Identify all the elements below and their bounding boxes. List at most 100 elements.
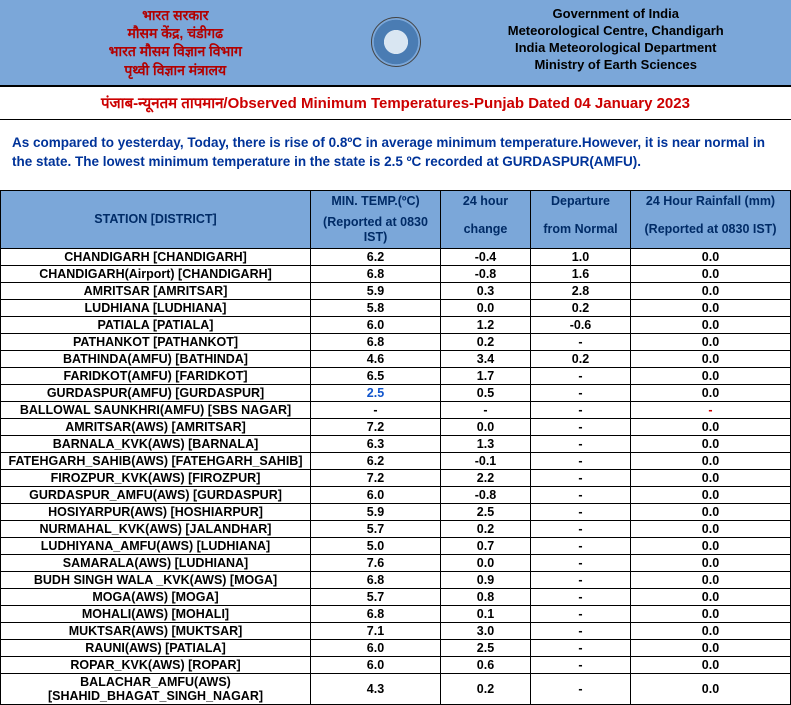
cell-dep: - — [531, 639, 631, 656]
cell-station: PATIALA [PATIALA] — [1, 316, 311, 333]
table-row: MUKTSAR(AWS) [MUKTSAR]7.13.0-0.0 — [1, 622, 791, 639]
cell-min: 6.8 — [311, 265, 441, 282]
title-hindi: पंजाब-न्यूनतम तापमान/ — [101, 95, 228, 112]
cell-station: ROPAR_KVK(AWS) [ROPAR] — [1, 656, 311, 673]
cell-rain: 0.0 — [631, 537, 791, 554]
temperature-table: STATION [DISTRICT] MIN. TEMP.(ºC) 24 hou… — [0, 190, 791, 705]
header-hi-line: पृथ्वी विज्ञान मंत्रालय — [0, 61, 351, 79]
cell-rain: 0.0 — [631, 435, 791, 452]
table-row: BUDH SINGH WALA _KVK(AWS) [MOGA]6.80.9-0… — [1, 571, 791, 588]
header-en-line: Government of India — [441, 6, 791, 23]
cell-chg: 0.1 — [441, 605, 531, 622]
table-row: FATEHGARH_SAHIB(AWS) [FATEHGARH_SAHIB]6.… — [1, 452, 791, 469]
table-row: MOHALI(AWS) [MOHALI]6.80.1-0.0 — [1, 605, 791, 622]
cell-dep: - — [531, 452, 631, 469]
cell-station: BALLOWAL SAUNKHRI(AMFU) [SBS NAGAR] — [1, 401, 311, 418]
cell-rain: 0.0 — [631, 333, 791, 350]
cell-station: MOGA(AWS) [MOGA] — [1, 588, 311, 605]
cell-dep: 1.0 — [531, 248, 631, 265]
cell-min: 6.8 — [311, 605, 441, 622]
cell-station: GURDASPUR(AMFU) [GURDASPUR] — [1, 384, 311, 401]
cell-min: - — [311, 401, 441, 418]
table-row: HOSIYARPUR(AWS) [HOSHIARPUR]5.92.5-0.0 — [1, 503, 791, 520]
header-hi-line: भारत सरकार — [0, 6, 351, 24]
cell-min: 4.3 — [311, 673, 441, 704]
header-hi-line: भारत मौसम विज्ञान विभाग — [0, 42, 351, 60]
cell-station: NURMAHAL_KVK(AWS) [JALANDHAR] — [1, 520, 311, 537]
table-body: CHANDIGARH [CHANDIGARH]6.2-0.41.00.0CHAN… — [1, 248, 791, 704]
cell-rain: 0.0 — [631, 248, 791, 265]
cell-chg: -0.8 — [441, 486, 531, 503]
cell-rain: 0.0 — [631, 384, 791, 401]
table-row: CHANDIGARH [CHANDIGARH]6.2-0.41.00.0 — [1, 248, 791, 265]
cell-chg: 0.7 — [441, 537, 531, 554]
cell-chg: 2.5 — [441, 503, 531, 520]
cell-rain: 0.0 — [631, 622, 791, 639]
cell-chg: 0.6 — [441, 656, 531, 673]
title-english: Observed Minimum Temperatures-Punjab Dat… — [228, 95, 690, 112]
cell-rain: 0.0 — [631, 452, 791, 469]
header-en-line: India Meteorological Department — [441, 40, 791, 57]
cell-station: LUDHIANA [LUDHIANA] — [1, 299, 311, 316]
cell-station: BALACHAR_AMFU(AWS) [SHAHID_BHAGAT_SINGH_… — [1, 673, 311, 704]
table-row: MOGA(AWS) [MOGA]5.70.8-0.0 — [1, 588, 791, 605]
cell-dep: - — [531, 486, 631, 503]
cell-min: 7.2 — [311, 469, 441, 486]
table-row: PATHANKOT [PATHANKOT]6.80.2-0.0 — [1, 333, 791, 350]
cell-dep: - — [531, 537, 631, 554]
cell-chg: 2.5 — [441, 639, 531, 656]
table-row: BALACHAR_AMFU(AWS) [SHAHID_BHAGAT_SINGH_… — [1, 673, 791, 704]
cell-min: 7.2 — [311, 418, 441, 435]
cell-rain: - — [631, 401, 791, 418]
cell-dep: 1.6 — [531, 265, 631, 282]
cell-min: 7.6 — [311, 554, 441, 571]
cell-station: FARIDKOT(AMFU) [FARIDKOT] — [1, 367, 311, 384]
cell-chg: 0.2 — [441, 333, 531, 350]
col-rain-1: 24 Hour Rainfall (mm) — [631, 190, 791, 212]
cell-chg: 0.0 — [441, 299, 531, 316]
cell-rain: 0.0 — [631, 469, 791, 486]
cell-rain: 0.0 — [631, 316, 791, 333]
cell-chg: 1.2 — [441, 316, 531, 333]
cell-rain: 0.0 — [631, 520, 791, 537]
table-row: GURDASPUR(AMFU) [GURDASPUR]2.50.5-0.0 — [1, 384, 791, 401]
cell-rain: 0.0 — [631, 265, 791, 282]
cell-dep: - — [531, 673, 631, 704]
cell-rain: 0.0 — [631, 299, 791, 316]
cell-dep: - — [531, 588, 631, 605]
cell-dep: - — [531, 571, 631, 588]
col-dep-1: Departure — [531, 190, 631, 212]
table-row: BALLOWAL SAUNKHRI(AMFU) [SBS NAGAR]---- — [1, 401, 791, 418]
cell-min: 4.6 — [311, 350, 441, 367]
col-station: STATION [DISTRICT] — [1, 190, 311, 248]
cell-chg: 0.0 — [441, 554, 531, 571]
cell-dep: - — [531, 418, 631, 435]
cell-station: AMRITSAR(AWS) [AMRITSAR] — [1, 418, 311, 435]
cell-dep: - — [531, 384, 631, 401]
cell-station: SAMARALA(AWS) [LUDHIANA] — [1, 554, 311, 571]
cell-rain: 0.0 — [631, 418, 791, 435]
table-row: GURDASPUR_AMFU(AWS) [GURDASPUR]6.0-0.8-0… — [1, 486, 791, 503]
cell-min: 6.3 — [311, 435, 441, 452]
header-center — [351, 0, 441, 85]
cell-min: 5.9 — [311, 503, 441, 520]
cell-min: 6.8 — [311, 333, 441, 350]
cell-min: 2.5 — [311, 384, 441, 401]
cell-dep: - — [531, 520, 631, 537]
cell-station: HOSIYARPUR(AWS) [HOSHIARPUR] — [1, 503, 311, 520]
table-row: PATIALA [PATIALA]6.01.2-0.60.0 — [1, 316, 791, 333]
cell-rain: 0.0 — [631, 588, 791, 605]
cell-dep: - — [531, 503, 631, 520]
cell-chg: - — [441, 401, 531, 418]
cell-chg: 0.2 — [441, 673, 531, 704]
header-en-line: Ministry of Earth Sciences — [441, 57, 791, 74]
cell-station: MOHALI(AWS) [MOHALI] — [1, 605, 311, 622]
cell-rain: 0.0 — [631, 571, 791, 588]
imd-emblem-icon — [371, 17, 421, 67]
header-left: भारत सरकार मौसम केंद्र, चंडीगढ भारत मौसम… — [0, 0, 351, 85]
cell-min: 6.0 — [311, 656, 441, 673]
cell-chg: 1.3 — [441, 435, 531, 452]
cell-chg: 0.3 — [441, 282, 531, 299]
cell-dep: - — [531, 401, 631, 418]
cell-min: 5.8 — [311, 299, 441, 316]
